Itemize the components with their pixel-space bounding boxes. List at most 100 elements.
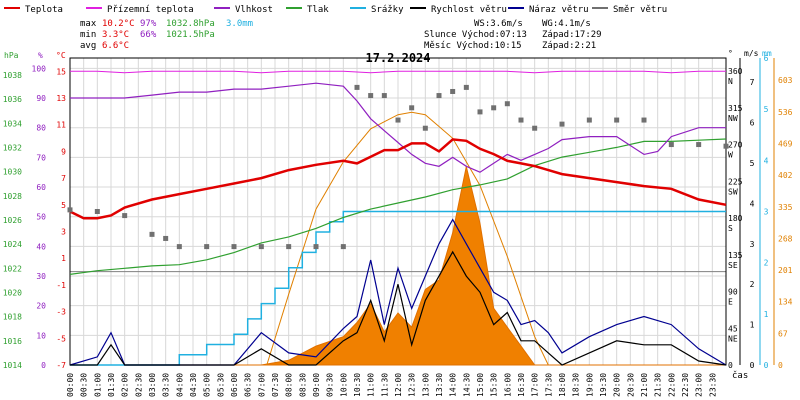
wind-direction-point-13 (368, 93, 374, 99)
x-tick-41: 20:30 (626, 373, 635, 397)
series-rain (70, 210, 726, 366)
dir-axis-tick-4-0: 180 (728, 214, 743, 223)
wind-direction-point-20 (463, 84, 469, 90)
pct-axis-tick-4-0: 60 (36, 183, 46, 192)
temp-axis-tick-6-0: 3 (61, 228, 66, 237)
mm-axis-tick-0-0: 6 (764, 54, 769, 63)
stats-hum-min: 66% (140, 30, 157, 40)
wind-direction-point-30 (668, 142, 674, 148)
dir-axis-tick-1-0: 315 (728, 104, 743, 113)
temp-axis-tick-7-0: 1 (61, 254, 66, 263)
x-tick-8: 04:00 (175, 373, 184, 397)
info-sun-rise: Slunce Východ:07:13 (424, 30, 527, 40)
series-solar-max (266, 111, 549, 366)
series-solar-radiation (70, 166, 726, 366)
legend-label-5: Rychlost větru (431, 5, 507, 15)
info-sun-set: Západ:17:29 (542, 30, 602, 40)
series-temperature (69, 138, 727, 220)
dir-axis-tick-2-0: 270 (728, 141, 743, 150)
mm-axis-tick-1-0: 5 (764, 105, 769, 114)
wind-direction-point-15 (395, 117, 401, 123)
x-tick-10: 05:00 (203, 373, 212, 397)
mm-axis-tick-6-0: 0 (764, 361, 769, 370)
dir-axis-tick-7-1: NE (728, 334, 738, 343)
x-tick-44: 22:00 (667, 373, 676, 397)
dir-axis-tick-3-1: SW (728, 187, 738, 196)
wind-direction-point-2 (122, 213, 128, 219)
ms-axis-tick-3-0: 4 (750, 199, 755, 208)
x-tick-29: 14:30 (462, 373, 471, 397)
x-tick-3: 01:30 (107, 373, 116, 397)
x-tick-2: 01:00 (93, 373, 102, 397)
wind-direction-point-25 (532, 125, 538, 131)
chart-title: 17.2.2024 (365, 51, 430, 65)
hpa-axis-tick-0-0: 1038 (3, 71, 22, 80)
solar-axis-tick-5-0: 268 (778, 234, 793, 243)
dir-axis-tick-1-1: NW (728, 114, 738, 123)
wind-direction-point-26 (559, 121, 565, 127)
x-tick-19: 09:30 (326, 373, 335, 397)
dir-axis-tick-7-0: 45 (728, 324, 738, 333)
wind-direction-point-12 (354, 84, 360, 90)
ms-axis-tick-0-0: 7 (750, 78, 755, 87)
legend-label-2: Vlhkost (235, 5, 273, 15)
x-tick-32: 16:00 (503, 373, 512, 397)
pct-axis-tick-0-0: 100 (32, 64, 47, 73)
temp-axis-tick-9-0: -3 (56, 308, 66, 317)
hpa-axis-tick-8-0: 1022 (3, 264, 22, 273)
temp-axis-tick-11-0: -7 (56, 361, 66, 370)
temp-axis-tick-4-0: 7 (61, 174, 66, 183)
x-tick-11: 05:30 (216, 373, 225, 397)
x-tick-31: 15:30 (490, 373, 499, 397)
x-tick-30: 15:00 (476, 373, 485, 397)
hpa-axis-tick-7-0: 1024 (3, 240, 22, 249)
mm-axis-tick-5-0: 1 (764, 310, 769, 319)
pct-axis-tick-5-0: 50 (36, 213, 46, 222)
wind-direction-point-4 (163, 235, 169, 241)
x-tick-7: 03:30 (162, 373, 171, 397)
wind-direction-point-18 (436, 93, 442, 99)
hpa-axis-tick-4-0: 1030 (3, 168, 22, 177)
x-tick-43: 21:30 (654, 373, 663, 397)
legend-label-0: Teplota (25, 5, 63, 15)
temp-axis-tick-1-0: 13 (56, 94, 66, 103)
pct-axis-tick-9-0: 10 (36, 331, 46, 340)
stats-block: max 10.2°C 97% 1032.8hPa 3.0mm min 3.3°C 66% 102… (80, 19, 253, 51)
temp-axis-tick-3-0: 9 (61, 147, 66, 156)
wind-direction-point-31 (696, 142, 702, 148)
mm-axis-tick-2-0: 4 (764, 156, 769, 165)
x-tick-23: 11:30 (380, 373, 389, 397)
hpa-axis-tick-3-0: 1032 (3, 143, 22, 152)
x-tick-15: 07:30 (271, 373, 280, 397)
wind-direction-point-24 (518, 117, 524, 123)
legend-label-7: Směr větru (613, 5, 667, 15)
hpa-axis-tick-6-0: 1026 (3, 216, 22, 225)
stats-label-avg: avg (80, 41, 96, 51)
x-tick-16: 08:00 (285, 373, 294, 397)
x-tick-35: 17:30 (544, 373, 553, 397)
mm-axis-tick-4-0: 2 (764, 259, 769, 268)
legend: Teplota Přízemní teplota Vlhkost Tlak Srážky… (4, 5, 667, 15)
wind-direction-point-28 (614, 117, 620, 123)
info-block: WS:3.6m/s WG:4.1m/s Slunce Východ:07:13 Záp… (424, 19, 602, 51)
x-tick-45: 22:30 (681, 373, 690, 397)
x-tick-27: 13:30 (435, 373, 444, 397)
wind-direction-point-32 (723, 143, 729, 149)
x-tick-12: 06:00 (230, 373, 239, 397)
wind-direction-point-21 (477, 109, 483, 115)
dir-axis-tick-0-0: 360 (728, 67, 743, 76)
series-wind-speed (70, 250, 727, 366)
ms-axis-tick-6-0: 1 (750, 321, 755, 330)
dir-axis-tick-3-0: 225 (728, 177, 743, 186)
solar-axis-tick-8-0: 67 (778, 329, 788, 338)
pct-unit: % (38, 51, 43, 60)
legend-label-3: Tlak (307, 5, 329, 15)
wind-direction-point-14 (381, 93, 387, 99)
wind-direction-point-27 (586, 117, 592, 123)
info-moon-set: Západ:2:21 (542, 41, 596, 51)
wind-direction-point-10 (313, 244, 319, 250)
x-tick-36: 18:00 (558, 373, 567, 397)
wind-direction-point-17 (422, 125, 428, 131)
x-tick-9: 04:30 (189, 373, 198, 397)
